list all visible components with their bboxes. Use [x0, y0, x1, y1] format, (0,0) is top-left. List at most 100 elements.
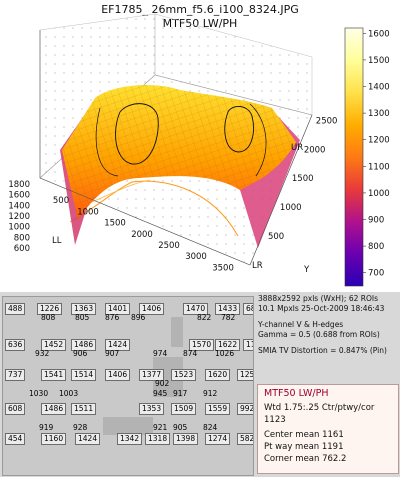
- roi-value-box: 1256: [237, 369, 253, 381]
- summary-center-mean: Center mean 1161: [264, 430, 344, 440]
- roi-value-box: 1470: [183, 303, 209, 315]
- roi-value-box: 1511: [71, 403, 97, 415]
- z-tick-label: 1400: [8, 201, 30, 211]
- roi-value: 928: [73, 423, 88, 432]
- y-tick-label: 500: [268, 232, 284, 242]
- z-tick-label: 1200: [8, 212, 30, 222]
- roi-value-box: 1620: [205, 369, 231, 381]
- roi-value: 907: [105, 349, 120, 358]
- z-tick-label: 1000: [8, 223, 30, 233]
- roi-value: 805: [75, 313, 90, 322]
- z-tick-label: 1800: [8, 180, 30, 190]
- roi-value-box: 1226: [37, 303, 63, 315]
- roi-value: 876: [105, 313, 120, 322]
- roi-value: 1030: [29, 389, 49, 398]
- image-info: 3888x2592 pxls (WxH); 62 ROIs 10.1 Mpxls…: [258, 294, 398, 356]
- info-dimensions: 3888x2592 pxls (WxH); 62 ROIs: [258, 294, 378, 303]
- roi-value-box: 1541: [41, 369, 67, 381]
- colorbar-tick-label: 900: [368, 216, 384, 226]
- roi-value-box: 488: [5, 303, 26, 315]
- roi-value: 782: [221, 313, 236, 322]
- x-tick-labels: 500 1000 1500 2000 2500 3000 3500: [53, 196, 234, 273]
- y-tick-label: 1000: [280, 203, 302, 213]
- roi-value-box: 683: [243, 303, 253, 315]
- roi-value-box: 1486: [71, 339, 97, 351]
- roi-value-box: 1514: [71, 369, 97, 381]
- corner-label-lr: LR: [252, 261, 263, 271]
- colorbar-tick-label: 1300: [368, 109, 390, 119]
- roi-value-box: 1342: [117, 433, 143, 445]
- y-tick-labels: 500 1000 1500 2000 2500: [268, 116, 337, 242]
- chart-shape: [103, 417, 153, 435]
- roi-value: 919: [39, 423, 54, 432]
- z-tick-label: 1600: [8, 191, 30, 201]
- summary-heading: MTF50 LW/PH: [264, 388, 329, 399]
- roi-value-box: 1401: [105, 303, 131, 315]
- roi-value: 921: [153, 423, 168, 432]
- roi-value: 824: [203, 423, 218, 432]
- roi-value-box: 1570: [189, 339, 215, 351]
- roi-value-box: 1185: [243, 339, 253, 351]
- roi-value: 932: [35, 349, 50, 358]
- roi-value: 905: [173, 423, 188, 432]
- roi-value: 896: [131, 313, 146, 322]
- roi-value: 906: [73, 349, 88, 358]
- roi-value-box: 608: [5, 403, 26, 415]
- colorbar-tick-labels: 700 800 900 1000 1100 1200 1300 1400 1500 1600: [363, 29, 390, 279]
- colorbar-tick-label: 1100: [368, 162, 390, 172]
- roi-value-box: 992: [237, 403, 253, 415]
- roi-value-box: 582: [237, 433, 253, 445]
- z-tick-label: 800: [14, 233, 30, 243]
- chart-area: EF1785_ 26mm_f5.6_i100_8324.JPG MTF50 LW…: [8, 3, 390, 287]
- colorbar-tick-label: 1500: [368, 56, 390, 66]
- x-tick-label: 2000: [131, 230, 153, 240]
- info-channel: Y-channel V & H-edges: [258, 320, 344, 329]
- roi-value-box: 1274: [205, 433, 231, 445]
- chart-shape: [171, 317, 183, 347]
- roi-value-box: 1318: [145, 433, 171, 445]
- roi-map: 488 1226 1363 1401 1406 1470 1433683 808 805 876 8…: [2, 296, 254, 476]
- colorbar: [344, 27, 364, 287]
- roi-value-box: 1363: [71, 303, 97, 315]
- corner-label-ur: UR: [291, 143, 303, 153]
- info-megapixels-date: 10.1 Mpxls 25-Oct-2009 18:46:43: [258, 304, 385, 313]
- roi-value: 912: [203, 389, 218, 398]
- roi-value-box: 1433: [215, 303, 241, 315]
- roi-value-box: 1377: [139, 369, 165, 381]
- roi-value-box: 1509: [171, 403, 197, 415]
- surface-contour: [224, 106, 254, 153]
- summary-weighted-value: 1123: [264, 415, 286, 425]
- y-tick-label: 1500: [292, 174, 314, 184]
- summary-box: MTF50 LW/PH Wtd 1.75:.25 Ctr/ptwy/cor 11…: [257, 384, 399, 474]
- roi-value-box: 1424: [105, 339, 131, 351]
- roi-value: 902: [155, 379, 170, 388]
- roi-value-box: 454: [5, 433, 26, 445]
- roi-value-box: 1160: [41, 433, 67, 445]
- roi-value-box: 1424: [75, 433, 101, 445]
- roi-value-box: 1406: [105, 369, 131, 381]
- colorbar-tick-label: 1000: [368, 189, 390, 199]
- x-tick-label: 3500: [212, 263, 234, 273]
- roi-value-box: 636: [5, 339, 26, 351]
- x-tick-label: 3000: [185, 252, 207, 262]
- colorbar-tick-label: 1200: [368, 136, 390, 146]
- roi-value: 917: [173, 389, 188, 398]
- y-tick-label: 2000: [304, 145, 326, 155]
- y-tick-label: 2500: [316, 116, 338, 126]
- roi-value-box: 737: [5, 369, 26, 381]
- roi-value: 808: [41, 313, 56, 322]
- roi-value: 822: [197, 313, 212, 322]
- corner-label-ll: LL: [52, 236, 62, 246]
- roi-value-box: 1523: [171, 369, 197, 381]
- chart-title: EF1785_ 26mm_f5.6_i100_8324.JPG: [101, 3, 299, 16]
- roi-value: 945: [153, 389, 168, 398]
- roi-value-box: 1353: [139, 403, 165, 415]
- colorbar-tick-label: 1600: [368, 29, 390, 39]
- roi-value-box: 1398: [173, 433, 199, 445]
- summary-corner-mean: Corner mean 762.2: [264, 454, 347, 464]
- roi-value: 974: [153, 349, 168, 358]
- summary-weighted-label: Wtd 1.75:.25 Ctr/ptwy/cor: [264, 403, 375, 413]
- x-tick-label: 500: [53, 196, 69, 206]
- info-gamma: Gamma = 0.5 (0.688 from ROIs): [258, 330, 380, 339]
